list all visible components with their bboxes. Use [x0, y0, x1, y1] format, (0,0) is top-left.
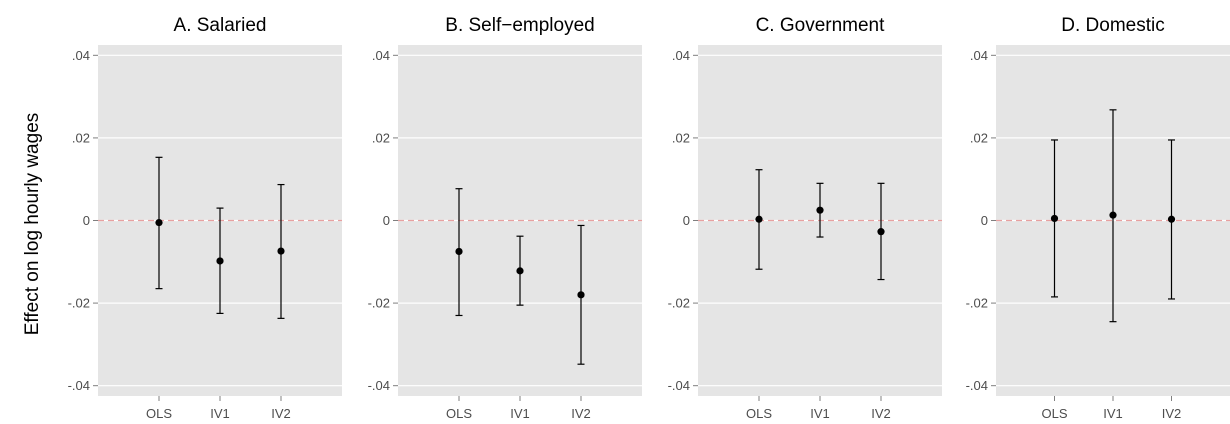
point-estimate	[516, 267, 524, 275]
y-tick-label: .02	[970, 130, 988, 145]
point-estimate	[816, 206, 824, 214]
panel-title: D. Domestic	[1061, 15, 1164, 36]
panel-title: C. Government	[756, 15, 886, 36]
point-estimate	[1109, 211, 1117, 219]
point-estimate	[216, 257, 224, 265]
x-tick-label: IV2	[271, 406, 291, 421]
x-tick-label: IV1	[210, 406, 230, 421]
y-tick-label: .04	[372, 48, 390, 63]
y-tick-label: .04	[970, 48, 988, 63]
y-tick-label: -.04	[966, 378, 988, 393]
point-estimate	[1167, 215, 1176, 223]
panel-1: .04 .02 0 -.02 -.04 A. Salaried OLS IV1 IV2	[68, 15, 342, 421]
point-estimate	[1050, 214, 1059, 223]
y-tick-label: -.02	[966, 296, 988, 311]
point-estimate	[277, 247, 285, 255]
x-tick-label: IV2	[1162, 406, 1182, 421]
point-estimate	[577, 291, 585, 299]
y-tick-label: -.04	[668, 378, 690, 393]
point-estimate	[455, 247, 463, 256]
y-axis-title: Effect on log hourly wages	[22, 113, 43, 336]
y-tick-label: -.02	[368, 296, 390, 311]
panel-3: .04 .02 0 -.02 -.04 C. Government OLS IV1 IV2	[668, 15, 942, 421]
x-tick-label: IV1	[1103, 406, 1123, 421]
panel-title: B. Self−employed	[445, 15, 594, 36]
y-tick-label: 0	[981, 213, 988, 228]
y-tick-label: 0	[83, 213, 90, 228]
x-tick-label: OLS	[146, 406, 172, 421]
y-tick-label: .04	[672, 48, 690, 63]
y-tick-label: -.04	[368, 378, 390, 393]
x-tick-label: OLS	[1041, 406, 1067, 421]
panel-4: .04 .02 0 -.02 -.04 D. Domestic OLS IV1 IV2	[966, 15, 1230, 421]
y-tick-label: 0	[683, 213, 690, 228]
x-tick-label: OLS	[446, 406, 472, 421]
panel-2: .04 .02 0 -.02 -.04 B. Self−employed OLS IV1 IV2	[368, 15, 642, 421]
y-tick-label: -.04	[68, 378, 90, 393]
y-tick-label: 0	[383, 213, 390, 228]
panel-title: A. Salaried	[174, 15, 267, 36]
y-tick-label: .02	[72, 130, 90, 145]
y-tick-label: .02	[372, 130, 390, 145]
point-estimate	[877, 228, 885, 236]
y-tick-label: -.02	[668, 296, 690, 311]
x-tick-label: IV2	[871, 406, 891, 421]
point-estimate	[755, 215, 763, 223]
point-estimate	[155, 218, 163, 227]
x-tick-label: IV2	[571, 406, 591, 421]
x-tick-label: IV1	[510, 406, 530, 421]
y-tick-label: -.02	[68, 296, 90, 311]
x-tick-label: OLS	[746, 406, 772, 421]
y-tick-label: .02	[672, 130, 690, 145]
y-tick-label: .04	[72, 48, 90, 63]
x-tick-label: IV1	[810, 406, 830, 421]
